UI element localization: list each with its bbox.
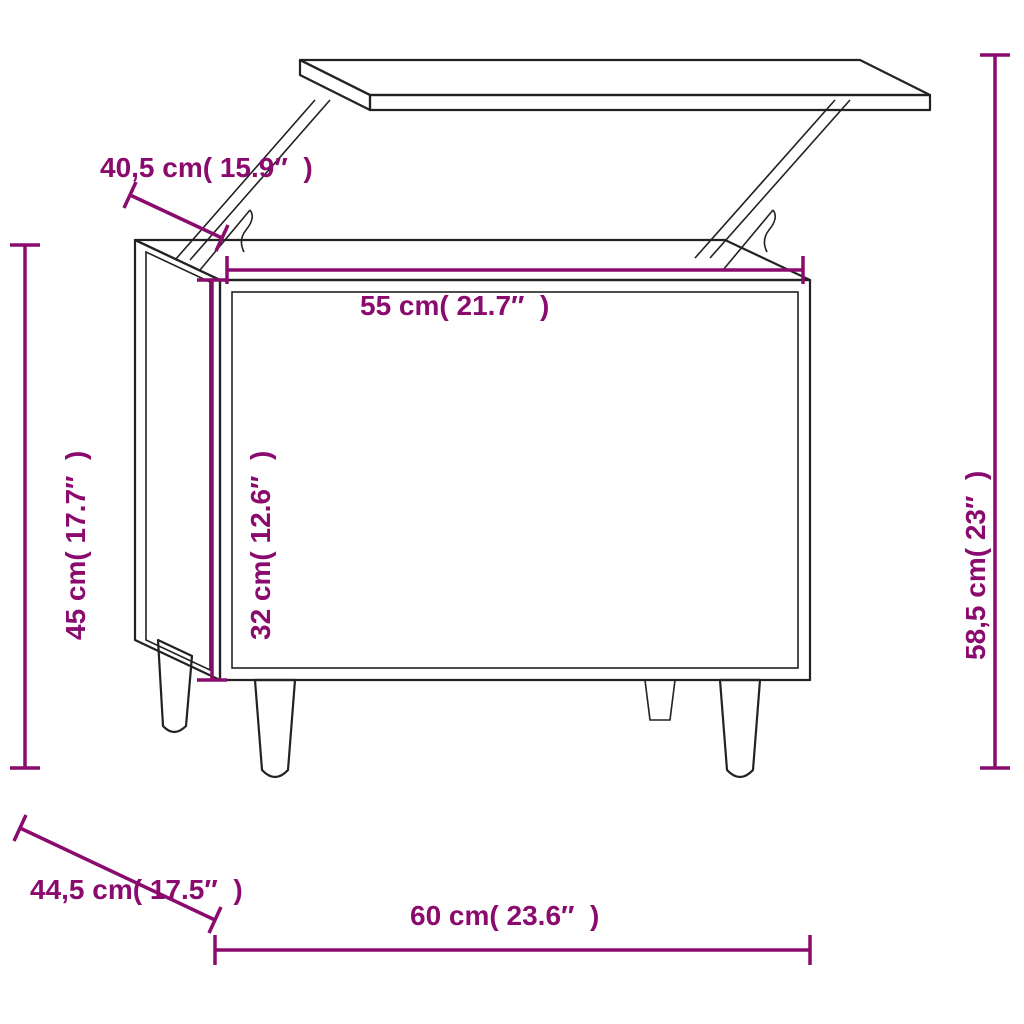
- diagram-canvas: 40,5 cm( 15.9″ ) 55 cm( 21.7″ ) 45 cm( 1…: [0, 0, 1024, 1024]
- lid-top: [300, 60, 930, 95]
- label-depth-top: 40,5 cm( 15.9″ ): [100, 152, 313, 184]
- depth-cm: 44,5 cm: [30, 874, 133, 905]
- lift-mechanism-left: [175, 100, 330, 270]
- cabinet-front: [220, 280, 810, 680]
- body-height-in: 17.7″: [60, 476, 91, 544]
- label-inner-width: 55 cm( 21.7″ ): [360, 290, 549, 322]
- inner-height-cm: 32 cm: [245, 561, 276, 640]
- cabinet-side-inset: [146, 252, 210, 670]
- body-height-cm: 45 cm: [60, 561, 91, 640]
- depth-in: 17.5″: [150, 874, 218, 905]
- inner-height-in: 12.6″: [245, 476, 276, 544]
- total-height-cm: 58,5 cm: [960, 557, 991, 660]
- width-cm: 60 cm: [410, 900, 489, 931]
- dimension-lines: [10, 55, 1010, 965]
- cabinet-top: [135, 240, 810, 280]
- width-in: 23.6″: [507, 900, 575, 931]
- inner-width-cm: 55 cm: [360, 290, 439, 321]
- depth-top-in: 15.9″: [220, 152, 288, 183]
- lid-front-edge: [370, 95, 930, 110]
- legs: [158, 640, 760, 777]
- label-depth: 44,5 cm( 17.5″ ): [30, 874, 243, 906]
- label-body-height: 45 cm( 17.7″ ): [60, 451, 92, 640]
- label-total-height: 58,5 cm( 23″ ): [960, 471, 992, 660]
- label-inner-height: 32 cm( 12.6″ ): [245, 451, 277, 640]
- lift-mechanism-right: [695, 100, 850, 270]
- cabinet-front-inset: [232, 292, 798, 668]
- cabinet-side: [135, 240, 220, 680]
- lid-left-edge: [300, 60, 370, 110]
- inner-width-in: 21.7″: [457, 290, 525, 321]
- depth-top-cm: 40,5 cm: [100, 152, 203, 183]
- label-width: 60 cm( 23.6″ ): [410, 900, 599, 932]
- total-height-in: 23″: [960, 496, 991, 541]
